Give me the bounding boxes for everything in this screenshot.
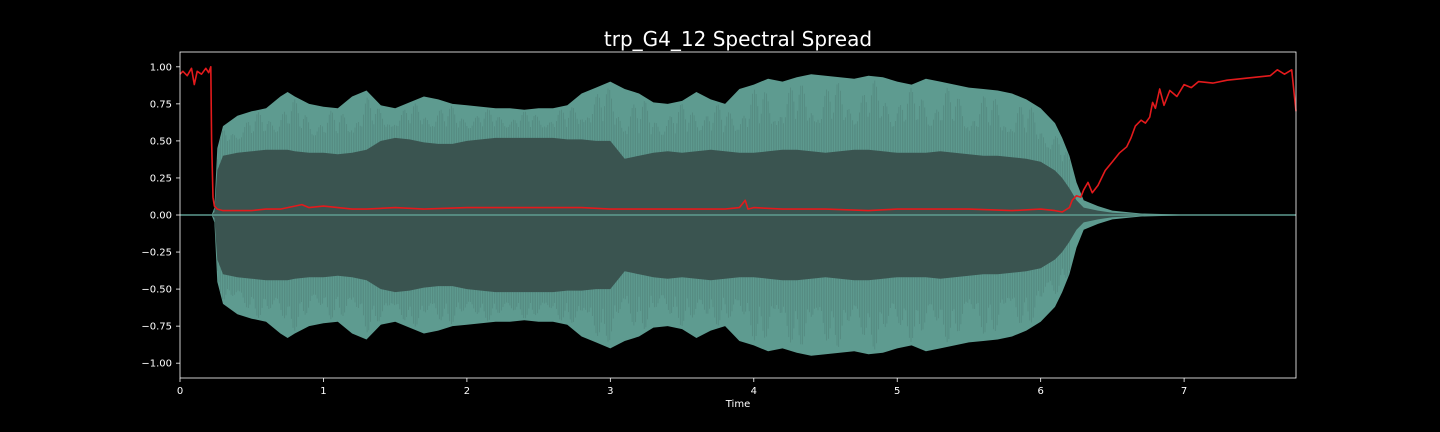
x-tick-label: 4 (751, 386, 757, 397)
x-tick-label: 7 (1181, 386, 1187, 397)
y-axis-ticks: −1.00 −0.75 −0.50 −0.25 0.00 0.25 0.50 0.75 1.00 (141, 62, 180, 370)
y-tick-label: −0.75 (141, 322, 172, 333)
y-tick-label: −0.25 (141, 248, 172, 259)
y-tick-label: 0.50 (150, 136, 172, 147)
waveform-texture (216, 80, 1070, 350)
chart-title: trp_G4_12 Spectral Spread (604, 27, 872, 51)
x-tick-label: 2 (464, 386, 470, 397)
x-axis-label: Time (725, 399, 750, 410)
x-tick-label: 0 (177, 386, 183, 397)
y-tick-label: 0.00 (150, 211, 172, 222)
y-tick-label: −1.00 (141, 359, 172, 370)
x-tick-label: 5 (894, 386, 900, 397)
y-tick-label: 0.75 (150, 99, 172, 110)
x-axis-ticks: 0 1 2 3 4 5 6 7 (177, 378, 1187, 397)
spectral-spread-line (179, 66, 1297, 213)
axes-frame (179, 51, 1297, 379)
plot-area (179, 66, 1297, 356)
y-tick-label: 1.00 (150, 62, 172, 73)
y-tick-label: −0.50 (141, 285, 172, 296)
x-tick-label: 3 (607, 386, 613, 397)
x-tick-label: 6 (1037, 386, 1043, 397)
x-tick-label: 1 (320, 386, 326, 397)
y-tick-label: 0.25 (150, 173, 172, 184)
